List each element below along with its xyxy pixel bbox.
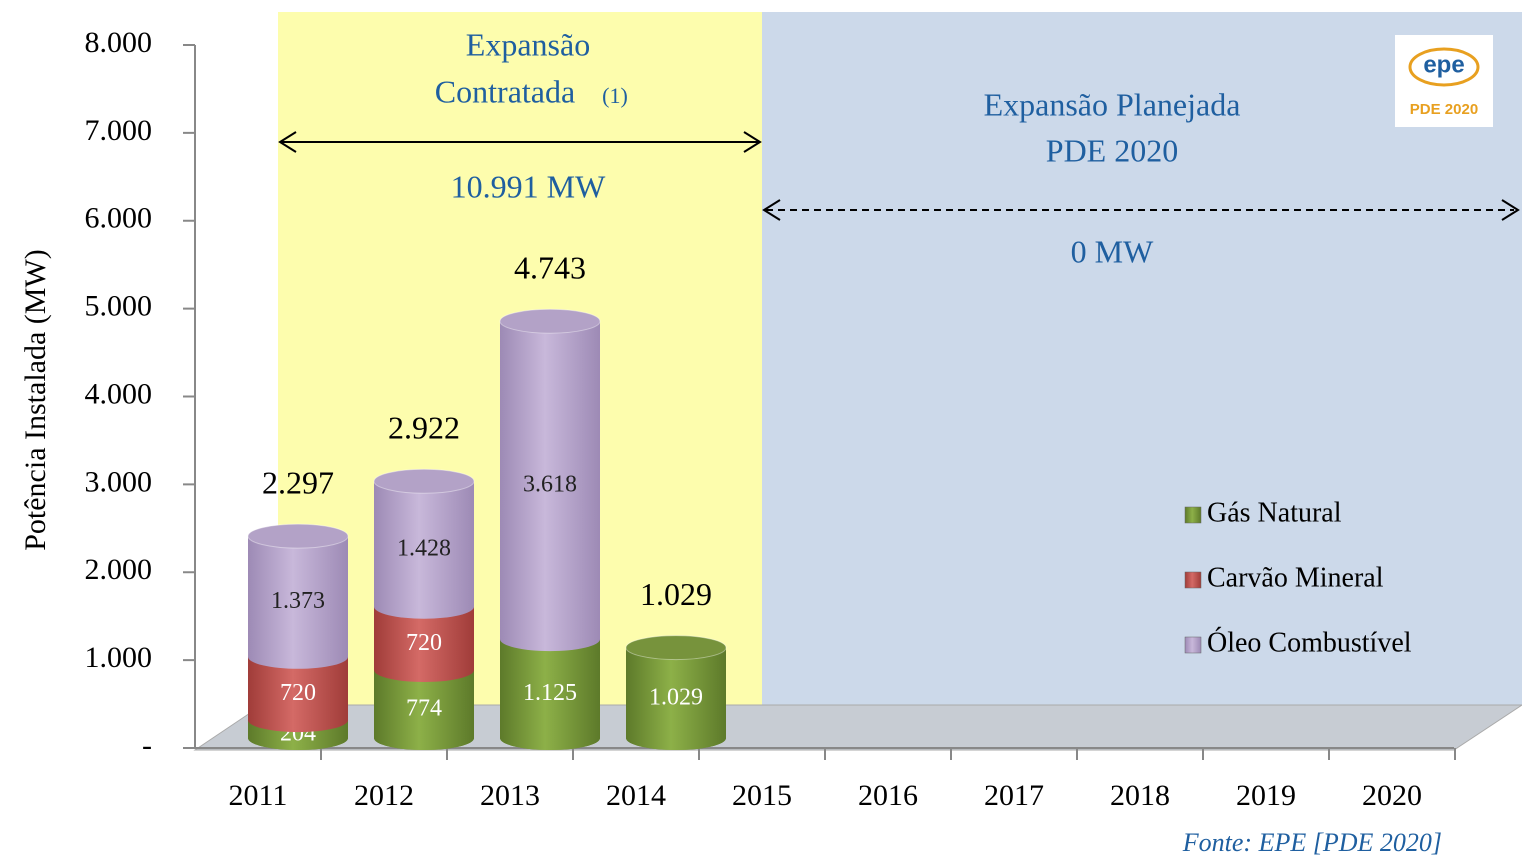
x-tick-label: 2013 bbox=[480, 779, 540, 812]
logo: epe PDE 2020 bbox=[1395, 35, 1493, 127]
total-label: 1.029 bbox=[640, 576, 712, 612]
legend-swatch bbox=[1184, 571, 1202, 589]
x-tick-label: 2014 bbox=[606, 779, 666, 812]
value-label: 720 bbox=[280, 680, 316, 706]
x-tick-label: 2020 bbox=[1362, 779, 1422, 812]
legend-label: Óleo Combustível bbox=[1207, 627, 1412, 658]
x-tick-label: 2018 bbox=[1110, 779, 1170, 812]
logo-tag: PDE 2020 bbox=[1410, 101, 1478, 118]
segment-bottom bbox=[374, 657, 474, 682]
segment-bottom bbox=[500, 726, 600, 750]
logo-ring bbox=[1408, 47, 1480, 87]
arrow-head bbox=[1501, 199, 1520, 221]
source: Fonte: EPE [PDE 2020] bbox=[1182, 828, 1442, 857]
contracted-title: Contratada bbox=[435, 73, 575, 109]
contracted-amount: 10.991 MW bbox=[451, 168, 606, 204]
planned-title: Expansão Planejada bbox=[984, 86, 1241, 122]
total-label: 2.297 bbox=[262, 464, 334, 500]
segment-bottom bbox=[626, 726, 726, 750]
cylinder-top bbox=[247, 523, 349, 549]
y-tick-label: 6.000 bbox=[85, 202, 153, 235]
bar-segment bbox=[500, 639, 600, 738]
bar-segment bbox=[248, 536, 348, 657]
logo-text: epe bbox=[1423, 51, 1464, 78]
planned-region bbox=[762, 12, 1522, 705]
legend-label: Gás Natural bbox=[1207, 497, 1342, 528]
y-tick-label: 1.000 bbox=[85, 641, 153, 674]
value-label: 1.125 bbox=[523, 680, 577, 706]
value-label: 1.373 bbox=[271, 588, 325, 614]
segment-bottom bbox=[500, 627, 600, 652]
planned-title: PDE 2020 bbox=[1046, 132, 1178, 168]
value-label: 720 bbox=[406, 630, 442, 656]
cylinder-top bbox=[499, 308, 601, 334]
segment-bottom bbox=[374, 594, 474, 619]
x-tick-label: 2015 bbox=[732, 779, 792, 812]
x-tick-label: 2012 bbox=[354, 779, 414, 812]
segment-bottom bbox=[374, 726, 474, 750]
segment-bottom bbox=[248, 726, 348, 750]
x-tick-label: 2017 bbox=[984, 779, 1044, 812]
arrow-head bbox=[743, 131, 762, 153]
arrow-head bbox=[762, 199, 781, 221]
value-label: 774 bbox=[406, 695, 442, 721]
y-tick-label: 2.000 bbox=[85, 553, 153, 586]
y-tick-label: 8.000 bbox=[85, 26, 153, 59]
x-tick-label: 2016 bbox=[858, 779, 918, 812]
value-label: 1.029 bbox=[649, 684, 703, 710]
y-axis-label: Potência Instalada (MW) bbox=[19, 249, 52, 551]
total-label: 4.743 bbox=[514, 250, 586, 286]
bar-segment bbox=[626, 647, 726, 738]
contracted-note: (1) bbox=[602, 83, 628, 108]
arrow-head bbox=[278, 131, 297, 153]
bar-segment bbox=[374, 481, 474, 607]
segment-bottom bbox=[248, 644, 348, 669]
cylinder-top bbox=[625, 635, 727, 661]
y-tick-label: 3.000 bbox=[85, 465, 153, 498]
total-label: 2.922 bbox=[388, 410, 460, 446]
y-tick-label: - bbox=[142, 729, 152, 762]
value-label: 3.618 bbox=[523, 472, 577, 498]
legend-swatch bbox=[1184, 636, 1202, 654]
legend-label: Carvão Mineral bbox=[1207, 562, 1384, 593]
legend-swatch bbox=[1184, 506, 1202, 524]
x-tick-label: 2011 bbox=[229, 779, 288, 812]
segment-bottom bbox=[248, 708, 348, 733]
y-tick-label: 7.000 bbox=[85, 114, 153, 147]
bar-segment bbox=[500, 321, 600, 640]
y-tick-label: 4.000 bbox=[85, 377, 153, 410]
x-tick-label: 2019 bbox=[1236, 779, 1296, 812]
value-label: 1.428 bbox=[397, 535, 451, 561]
cylinder-top bbox=[373, 468, 475, 494]
planned-amount: 0 MW bbox=[1071, 233, 1154, 269]
contracted-title: Expansão bbox=[466, 26, 590, 62]
y-tick-label: 5.000 bbox=[85, 290, 153, 323]
